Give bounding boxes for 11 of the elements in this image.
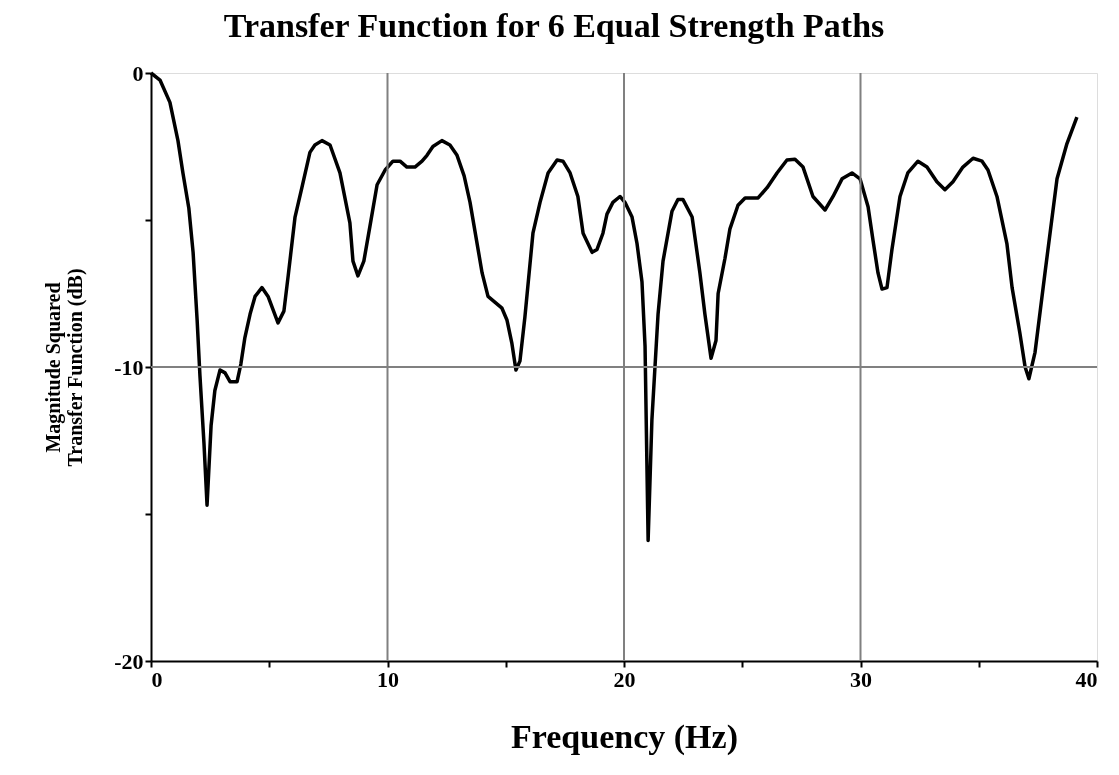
x-tick-label: 40: [1075, 666, 1098, 692]
x-axis-title: Frequency (Hz): [511, 717, 738, 756]
y-axis-title: Magnitude Squared Transfer Function (dB): [42, 268, 88, 467]
y-tick-label: -10: [114, 354, 144, 380]
x-tick-label: 10: [377, 666, 399, 692]
x-tick-label: 30: [850, 666, 872, 692]
y-tick-label: -20: [114, 648, 144, 674]
x-tick-label: 20: [613, 666, 636, 692]
y-tick-label: 0: [132, 60, 144, 86]
chart-title: Transfer Function for 6 Equal Strength Paths: [223, 7, 885, 44]
x-tick-label: 0: [151, 666, 163, 692]
